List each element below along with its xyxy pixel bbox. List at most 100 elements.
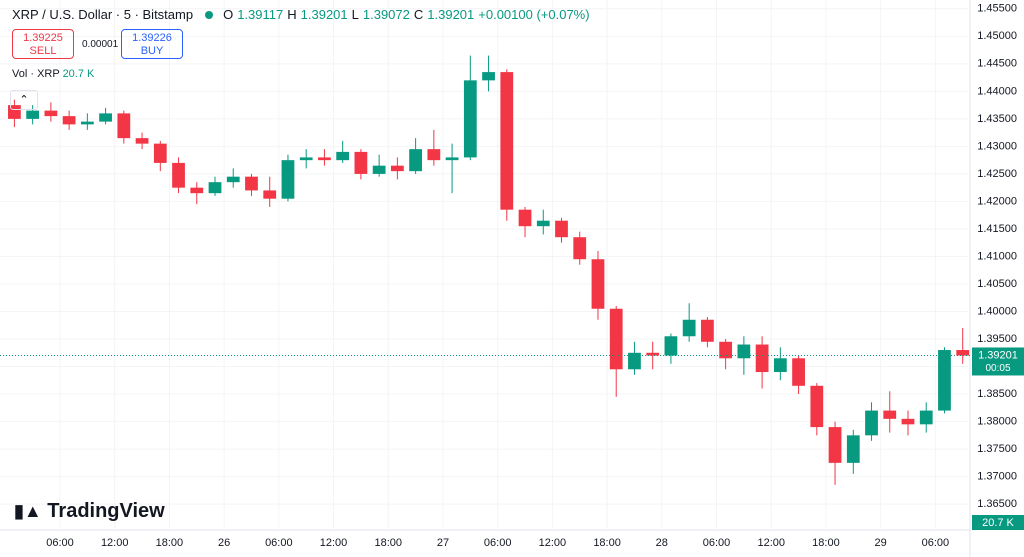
x-tick-label: 26	[218, 537, 230, 549]
candle-body	[518, 209, 532, 227]
candle-body	[245, 176, 258, 191]
candle-body	[390, 165, 404, 172]
candle-body	[80, 121, 94, 125]
x-tick-label: 18:00	[593, 537, 621, 549]
volume-label: Vol · XRP	[12, 68, 60, 80]
candle-body	[555, 220, 568, 238]
candle-body	[372, 165, 386, 174]
y-tick-label: 1.42500	[977, 168, 1017, 180]
y-tick-label: 1.41500	[977, 223, 1017, 235]
price-countdown: 00:05	[985, 363, 1010, 374]
collapse-button[interactable]: ⌃	[10, 90, 38, 110]
candle-body	[62, 116, 76, 125]
x-tick-label: 18:00	[156, 537, 184, 549]
x-tick-label: 12:00	[757, 537, 785, 549]
candle-body	[792, 358, 805, 386]
y-tick-label: 1.43000	[977, 140, 1017, 152]
x-tick-label: 28	[656, 537, 668, 549]
candle-body	[810, 385, 824, 428]
x-tick-label: 06:00	[46, 537, 74, 549]
candle-body	[354, 151, 368, 174]
candle-body	[281, 160, 295, 199]
x-tick-label: 27	[437, 537, 449, 549]
candle-body	[409, 149, 422, 172]
candle-body	[208, 182, 222, 194]
brand-logo: ▮▲ TradingView	[14, 500, 165, 523]
candle-body	[117, 113, 131, 139]
sell-button[interactable]: 1.39225 SELL	[12, 29, 74, 59]
candle-body	[172, 162, 185, 188]
y-tick-label: 1.36500	[977, 498, 1017, 510]
candle-body	[719, 341, 733, 359]
candle-body	[664, 336, 678, 356]
l-label: L	[351, 7, 359, 22]
x-tick-label: 06:00	[703, 537, 731, 549]
x-tick-label: 29	[875, 537, 887, 549]
candle-body	[190, 187, 204, 194]
price-tag	[972, 347, 1024, 376]
candle-body	[737, 344, 751, 359]
x-tick-label: 18:00	[812, 537, 840, 549]
status-dot	[205, 10, 214, 19]
candle-body	[956, 350, 970, 356]
candle-body	[500, 72, 514, 210]
candle-body	[883, 410, 897, 419]
candle-body	[336, 151, 350, 161]
candle-body	[99, 113, 112, 122]
candle-body	[938, 350, 951, 411]
buy-button[interactable]: 1.39226 BUY	[121, 29, 183, 59]
candle-body	[573, 237, 587, 260]
candle-body	[263, 190, 277, 199]
candle-body	[135, 138, 149, 144]
candle-body	[755, 344, 769, 373]
candle-body	[701, 319, 714, 342]
candle-body	[482, 72, 495, 81]
low: 1.39072	[362, 7, 410, 22]
y-tick-label: 1.45000	[977, 30, 1017, 42]
candle-body	[846, 435, 860, 463]
change: +0.00100 (+0.07%)	[478, 7, 590, 22]
candle-body	[445, 157, 459, 161]
y-tick-label: 1.41000	[977, 250, 1017, 262]
y-tick-label: 1.38000	[977, 415, 1017, 427]
candle-body	[536, 220, 550, 227]
candle-body	[628, 352, 641, 370]
legend-header: XRP / U.S. Dollar · 5 · Bitstamp O 1.3911…	[12, 7, 590, 22]
y-tick-label: 1.39000	[977, 360, 1017, 372]
candle-body	[226, 176, 240, 183]
y-tick-label: 1.37000	[977, 471, 1017, 483]
price-tag-label: 1.39201	[978, 349, 1018, 361]
volume-tag-label: 20.7 K	[982, 517, 1014, 529]
candle-body	[865, 410, 878, 436]
x-tick-label: 18:00	[374, 537, 402, 549]
x-tick-label: 12:00	[539, 537, 567, 549]
candle-body	[919, 410, 933, 425]
logo-icon: ▮▲	[14, 501, 42, 521]
x-tick-label: 06:00	[484, 537, 512, 549]
candle-body	[773, 358, 787, 373]
candle-body	[318, 157, 331, 161]
x-tick-label: 06:00	[265, 537, 293, 549]
x-tick-label: 12:00	[101, 537, 129, 549]
c-label: C	[413, 7, 424, 22]
y-tick-label: 1.38500	[977, 388, 1017, 400]
y-tick-label: 1.40000	[977, 305, 1017, 317]
candle-body	[427, 149, 441, 161]
candle-body	[682, 319, 696, 337]
volume-tag	[972, 515, 1024, 530]
y-tick-label: 1.39500	[977, 333, 1017, 345]
candle-body	[463, 80, 477, 158]
spread: 0.00001	[82, 39, 119, 50]
candle-body	[44, 110, 58, 117]
candle-body	[26, 110, 40, 119]
candle-body	[153, 143, 167, 163]
sell-price: 1.39225	[23, 32, 63, 44]
buy-price: 1.39226	[132, 32, 172, 44]
close: 1.39201	[427, 7, 475, 22]
candle-body	[299, 157, 313, 161]
symbol[interactable]: XRP / U.S. Dollar · 5 · Bitstamp	[12, 7, 194, 22]
y-tick-label: 1.40500	[977, 278, 1017, 290]
buy-label: BUY	[140, 45, 164, 57]
